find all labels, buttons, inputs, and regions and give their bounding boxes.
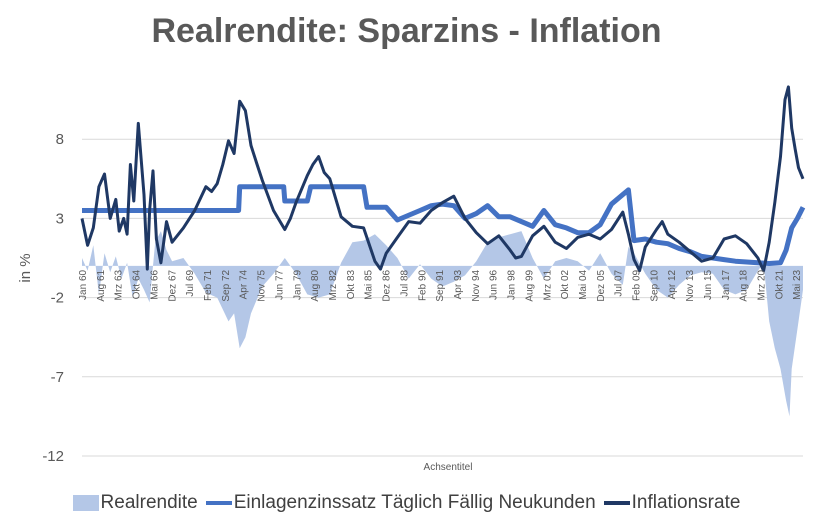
x-tick-label: Dez 05 <box>596 269 607 301</box>
x-tick-label: Jul 07 <box>614 269 625 296</box>
x-tick-label: Mai 66 <box>149 269 160 299</box>
x-tick-label: Apr 12 <box>667 269 678 299</box>
gridlines <box>82 138 803 457</box>
legend-label: Inflationsrate <box>631 492 741 513</box>
x-tick-label: Feb 09 <box>632 269 643 301</box>
x-tick-label: Jan 98 <box>507 269 518 299</box>
x-tick-label: Feb 90 <box>417 269 428 301</box>
legend-item-inflationsrate: Inflationsrate <box>603 492 741 514</box>
x-tick-label: Apr 93 <box>453 269 464 299</box>
x-axis-title: Achsentitel <box>424 462 473 473</box>
x-tick-label: Okt 21 <box>774 269 785 299</box>
x-tick-label: Jul 88 <box>399 269 410 296</box>
x-tick-label: Mrz 20 <box>757 269 768 300</box>
x-tick-label: Sep 91 <box>435 269 446 301</box>
x-tick-label: Jan 79 <box>292 269 303 299</box>
y-tick-label: 3 <box>56 210 64 227</box>
y-axis-title: in % <box>17 253 34 282</box>
chart-title: Realrendite: Sparzins - Inflation <box>151 12 662 50</box>
realrendite-area-layer <box>82 231 803 417</box>
legend-swatch <box>603 501 630 505</box>
legend-label: Einlagenzinssatz Täglich Fällig Neukunde… <box>233 492 596 513</box>
x-axis: Jan 60 Aug 61 Mrz 63 Okt 64 Mai 66 Dez 67 Jul … <box>78 269 803 301</box>
x-tick-label: Dez 86 <box>382 269 393 301</box>
x-tick-label: Aug 61 <box>96 269 107 301</box>
x-tick-label: Nov 94 <box>471 269 482 301</box>
series-line-inflationsrate <box>80 85 805 273</box>
legend-item-einlagenzinssatz-t-glich-f-llig-neukunden: Einlagenzinssatz Täglich Fällig Neukunde… <box>205 492 596 514</box>
x-tick-label: Jan 17 <box>721 269 732 299</box>
x-tick-label: Mrz 01 <box>542 269 553 300</box>
x-tick-label: Okt 02 <box>560 269 571 299</box>
legend-swatch <box>72 495 99 511</box>
series-line-einlagenzinssatz-t-glich-f-llig-neukunden <box>82 184 806 266</box>
series-lines <box>80 85 806 273</box>
x-tick-label: Feb 71 <box>203 269 214 301</box>
x-tick-label: Mai 23 <box>792 269 803 299</box>
x-tick-label: Aug 18 <box>739 269 750 301</box>
x-tick-label: Okt 64 <box>132 269 143 299</box>
x-tick-label: Jun 15 <box>703 269 714 299</box>
x-tick-label: Aug 99 <box>524 269 535 301</box>
x-tick-label: Sep 10 <box>649 269 660 301</box>
x-tick-label: Jul 69 <box>185 269 196 296</box>
legend-swatch <box>205 501 232 505</box>
x-tick-label: Jun 77 <box>274 269 285 299</box>
x-tick-label: Mai 04 <box>578 269 589 299</box>
y-tick-label: 8 <box>56 131 64 148</box>
legend-label: Realrendite <box>100 492 198 513</box>
x-tick-label: Nov 13 <box>685 269 696 301</box>
x-tick-label: Okt 83 <box>346 269 357 299</box>
y-axis: 8 3 -2 -7 -12 <box>42 131 64 465</box>
x-tick-label: Dez 67 <box>167 269 178 301</box>
legend-item-realrendite: Realrendite <box>72 492 198 514</box>
x-tick-label: Jan 60 <box>78 269 89 299</box>
x-tick-label: Mai 85 <box>364 269 375 299</box>
x-tick-label: Apr 74 <box>239 269 250 299</box>
y-tick-label: -2 <box>51 290 64 307</box>
y-tick-label: -12 <box>42 448 64 465</box>
y-tick-label: -7 <box>51 369 64 386</box>
series-area-realrendite <box>82 231 803 417</box>
x-tick-label: Sep 72 <box>221 269 232 301</box>
x-tick-label: Aug 80 <box>310 269 321 301</box>
x-tick-label: Mrz 82 <box>328 269 339 300</box>
x-tick-label: Jun 96 <box>489 269 500 299</box>
x-tick-label: Nov 75 <box>257 269 268 301</box>
x-tick-label: Mrz 63 <box>114 269 125 300</box>
legend: Realrendite Einlagenzinssatz Täglich Fäll… <box>0 492 813 514</box>
